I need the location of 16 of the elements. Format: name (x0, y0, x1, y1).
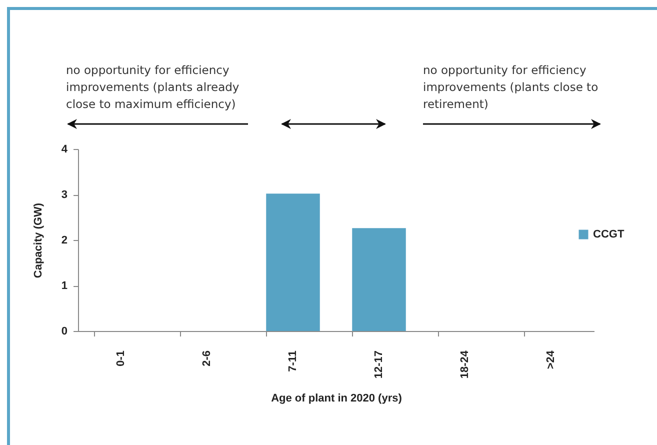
x-tick-label: >24 (545, 350, 557, 370)
legend-label: CCGT (593, 228, 624, 240)
y-tick-label: 4 (61, 144, 68, 156)
y-tick-label: 1 (61, 280, 68, 292)
text: no opportunity for efficiency improvements (plants close to retirement) (423, 62, 600, 113)
x-tick-label: 2-6 (201, 350, 213, 366)
x-axis-title: Age of plant in 2020 (yrs) (271, 392, 402, 405)
y-tick-label: 0 (61, 326, 68, 338)
x-tick-label: 18-24 (459, 350, 471, 379)
y-tick-label: 3 (61, 189, 68, 201)
x-tick-label: 0-1 (115, 350, 127, 366)
y-axis-title: Capacity (GW) (32, 202, 44, 278)
y-tick-label: 2 (61, 234, 68, 246)
x-tick-label: 7-11 (287, 350, 299, 372)
x-tick-label: 12-17 (373, 350, 385, 379)
text: no opportunity for efficiency improvements (plants already close to maximum efficiency) (66, 62, 240, 113)
